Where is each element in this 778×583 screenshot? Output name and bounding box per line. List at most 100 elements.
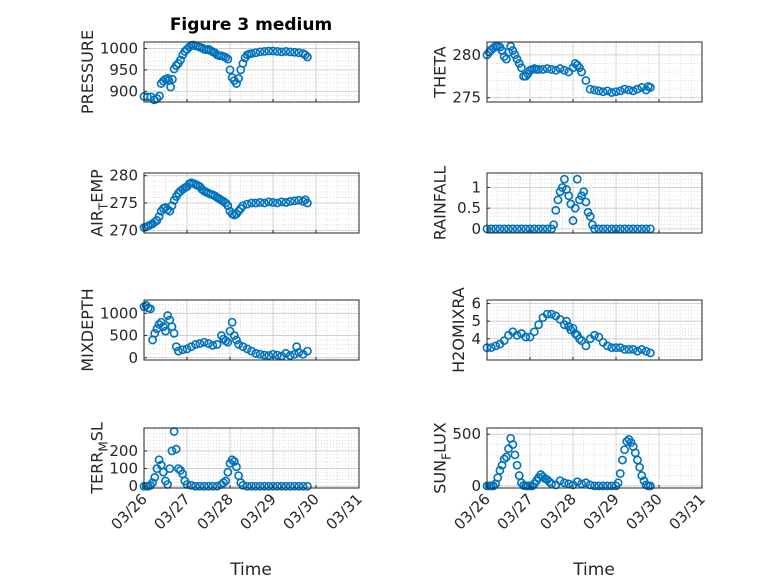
data-point	[555, 476, 565, 486]
x-axis-label-right: Time	[572, 560, 615, 580]
data-point	[225, 65, 235, 75]
data-point	[506, 41, 516, 51]
data-point	[517, 63, 526, 73]
data-point	[227, 455, 237, 465]
data-point	[646, 83, 655, 92]
data-point	[646, 224, 655, 234]
data-point	[204, 481, 213, 491]
data-point	[572, 174, 582, 184]
data-point	[208, 481, 218, 491]
data-point	[555, 64, 565, 73]
data-point	[229, 331, 239, 340]
figure-title: Figure 3 medium	[170, 15, 332, 35]
data-point	[146, 304, 155, 314]
data-point	[302, 198, 312, 208]
data-point	[549, 220, 559, 230]
data-point	[512, 54, 522, 64]
data-point	[173, 464, 183, 473]
data-point	[624, 85, 634, 95]
data-point	[635, 462, 645, 472]
data-point	[581, 341, 591, 351]
data-point	[167, 201, 177, 211]
data-point	[512, 330, 522, 340]
data-point	[508, 46, 518, 55]
x-tick-label: 03/28	[194, 490, 237, 533]
data-point	[551, 205, 561, 215]
data-point	[641, 346, 651, 356]
data-point	[223, 337, 233, 347]
data-point	[285, 351, 295, 360]
x-tick-label: 03/27	[494, 490, 537, 533]
data-point	[238, 201, 248, 211]
y-tick-label: 280	[452, 46, 481, 64]
data-point	[251, 348, 261, 358]
data-point	[259, 198, 269, 208]
y-axis-label: H2OMIXRA	[449, 287, 468, 373]
y-tick-label: 270	[109, 221, 138, 239]
data-point	[232, 335, 241, 345]
data-point	[272, 481, 282, 491]
data-point	[154, 212, 164, 222]
data-point	[628, 345, 638, 354]
data-point	[575, 334, 584, 344]
data-point	[155, 91, 164, 101]
x-tick-label: 03/28	[537, 490, 580, 533]
data-point	[171, 444, 181, 454]
y-axis-label: AIRTEMP	[87, 169, 110, 237]
data-point	[615, 224, 625, 234]
data-point	[208, 340, 218, 350]
data-point	[154, 455, 164, 465]
data-point	[514, 59, 524, 68]
data-point	[238, 342, 248, 352]
data-point	[594, 86, 604, 96]
x-tick-label: 03/29	[580, 490, 623, 533]
y-tick-label: 1000	[100, 304, 138, 322]
data-point	[525, 332, 535, 342]
y-axis-label: THETA	[430, 46, 449, 98]
data-point	[268, 46, 278, 56]
data-point	[598, 224, 608, 234]
data-point	[564, 191, 574, 201]
data-point	[603, 86, 612, 96]
data-point	[581, 197, 591, 207]
data-point	[268, 198, 278, 207]
data-point	[633, 84, 642, 94]
x-axis-label-left: Time	[229, 560, 272, 580]
data-point	[178, 345, 188, 355]
data-point	[173, 346, 183, 356]
data-point	[553, 195, 563, 205]
data-point	[154, 320, 164, 329]
data-point	[212, 481, 222, 491]
data-point	[560, 174, 569, 184]
data-point	[158, 322, 168, 332]
data-point	[585, 84, 595, 94]
data-point	[259, 350, 269, 360]
data-point	[259, 481, 269, 491]
data-point	[234, 74, 243, 83]
data-point	[158, 467, 168, 477]
data-point	[242, 481, 252, 491]
y-axis-label: RAINFALL	[430, 166, 449, 241]
data-point	[199, 481, 209, 491]
data-point	[607, 224, 617, 234]
data-point	[294, 348, 304, 357]
data-point	[575, 63, 584, 73]
data-point	[622, 437, 632, 446]
data-point	[618, 455, 627, 465]
data-point	[581, 478, 591, 488]
data-point	[186, 480, 196, 490]
subplot-sun-flux: 0 500 03/26 03/27 03/28 03/29 03/30 03/31 SUNFLU…	[430, 422, 708, 533]
data-point	[148, 478, 157, 488]
data-point	[247, 346, 256, 356]
data-point	[191, 481, 200, 491]
data-point	[611, 343, 621, 353]
data-point	[594, 332, 604, 342]
data-point	[538, 224, 548, 234]
data-point	[242, 344, 252, 354]
data-point	[247, 49, 256, 58]
data-point	[251, 481, 261, 491]
data-point	[577, 67, 586, 77]
data-point	[512, 460, 522, 470]
data-point	[495, 466, 505, 475]
